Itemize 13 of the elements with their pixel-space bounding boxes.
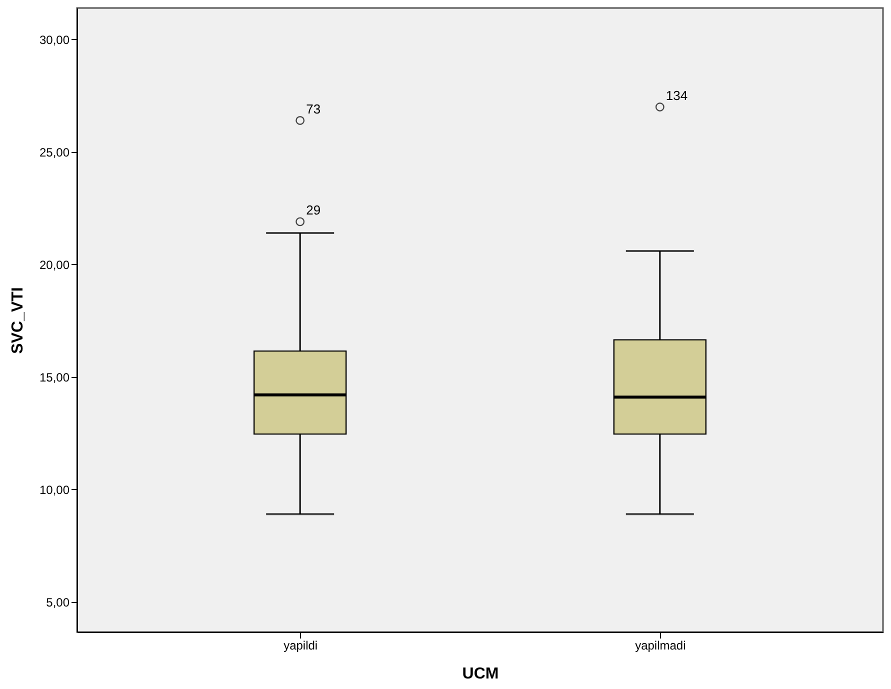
annotation: 73 [306,101,321,116]
x-axis-title: UCM [462,666,499,682]
y-tick-label: 10,00 [39,482,70,497]
y-tick-label: 30,00 [39,32,70,47]
y-tick-label: 5,00 [46,595,70,610]
y-tick-label: 15,00 [39,370,70,384]
annotation: 29 [306,202,321,218]
y-axis-title: SVC_VTI [9,287,26,354]
x-tick-label: yapilmadi [635,638,686,652]
y-tick-label: 20,00 [39,258,70,272]
x-tick-label: yapildi [284,638,318,652]
y-tick-label: 25,00 [39,145,70,160]
annotation: 134 [666,88,688,103]
